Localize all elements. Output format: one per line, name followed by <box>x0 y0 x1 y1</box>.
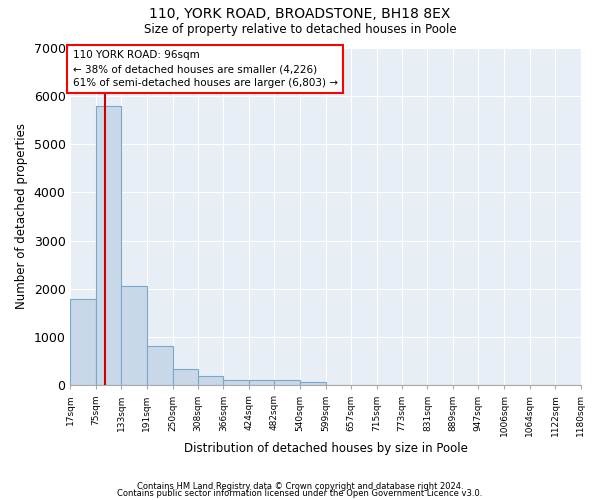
Bar <box>147 346 173 386</box>
Bar <box>173 369 198 386</box>
Text: Contains HM Land Registry data © Crown copyright and database right 2024.: Contains HM Land Registry data © Crown c… <box>137 482 463 491</box>
Y-axis label: Number of detached properties: Number of detached properties <box>15 124 28 310</box>
Bar <box>249 380 274 386</box>
Bar <box>70 300 96 386</box>
Bar <box>96 106 121 386</box>
X-axis label: Distribution of detached houses by size in Poole: Distribution of detached houses by size … <box>184 442 467 455</box>
Text: 110, YORK ROAD, BROADSTONE, BH18 8EX: 110, YORK ROAD, BROADSTONE, BH18 8EX <box>149 8 451 22</box>
Bar <box>300 382 326 386</box>
Text: Contains public sector information licensed under the Open Government Licence v3: Contains public sector information licen… <box>118 490 482 498</box>
Text: Size of property relative to detached houses in Poole: Size of property relative to detached ho… <box>143 22 457 36</box>
Bar <box>223 380 249 386</box>
Bar <box>121 286 147 386</box>
Text: 110 YORK ROAD: 96sqm
← 38% of detached houses are smaller (4,226)
61% of semi-de: 110 YORK ROAD: 96sqm ← 38% of detached h… <box>73 50 338 88</box>
Bar <box>198 376 223 386</box>
Bar <box>274 380 300 386</box>
